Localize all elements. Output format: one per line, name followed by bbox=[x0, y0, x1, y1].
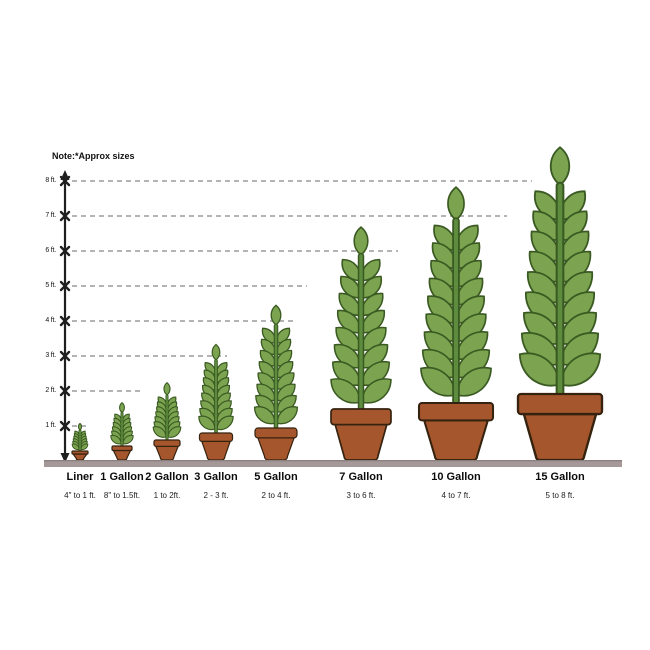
category-size-range: 4 to 7 ft. bbox=[441, 491, 471, 500]
category-label: 7 Gallon bbox=[339, 471, 383, 483]
category-5-gallon: 5 Gallon 2 to 4 ft. bbox=[221, 471, 331, 500]
category-label: 1 Gallon bbox=[100, 471, 144, 483]
category-label: 2 Gallon bbox=[145, 471, 189, 483]
category-7-gallon: 7 Gallon 3 to 6 ft. bbox=[306, 471, 416, 500]
y-tick-label-8ft: 8 ft. bbox=[45, 177, 56, 184]
y-tick-label-3ft: 3 ft. bbox=[45, 352, 56, 359]
y-tick-label-1ft: 1 ft. bbox=[45, 422, 56, 429]
category-size-range: 5 to 8 ft. bbox=[545, 491, 575, 500]
category-label: 3 Gallon bbox=[194, 471, 238, 483]
category-10-gallon: 10 Gallon 4 to 7 ft. bbox=[401, 471, 511, 500]
y-tick-label-6ft: 6 ft. bbox=[45, 247, 56, 254]
category-size-range: 8" to 1.5ft. bbox=[103, 491, 141, 500]
y-tick-label-7ft: 7 ft. bbox=[45, 212, 56, 219]
category-size-range: 2 - 3 ft. bbox=[203, 491, 229, 500]
category-size-range: 3 to 6 ft. bbox=[346, 491, 376, 500]
category-3-gallon: 3 Gallon 2 - 3 ft. bbox=[161, 471, 271, 500]
y-tick-label-4ft: 4 ft. bbox=[45, 317, 56, 324]
category-size-range: 4" to 1 ft. bbox=[64, 491, 96, 500]
category-size-range: 1 to 2ft. bbox=[153, 491, 181, 500]
y-tick-label-5ft: 5 ft. bbox=[45, 282, 56, 289]
category-label: 5 Gallon bbox=[254, 471, 298, 483]
category-label: 10 Gallon bbox=[431, 471, 481, 483]
category-15-gallon: 15 Gallon 5 to 8 ft. bbox=[505, 471, 615, 500]
category-2-gallon: 2 Gallon 1 to 2ft. bbox=[112, 471, 222, 500]
y-tick-label-2ft: 2 ft. bbox=[45, 387, 56, 394]
category-liner: Liner 4" to 1 ft. bbox=[25, 471, 135, 500]
category-label: Liner bbox=[66, 471, 94, 483]
category-size-range: 2 to 4 ft. bbox=[261, 491, 291, 500]
chart-note: Note:*Approx sizes bbox=[52, 151, 135, 161]
category-label: 15 Gallon bbox=[535, 471, 585, 483]
category-1-gallon: 1 Gallon 8" to 1.5ft. bbox=[67, 471, 177, 500]
